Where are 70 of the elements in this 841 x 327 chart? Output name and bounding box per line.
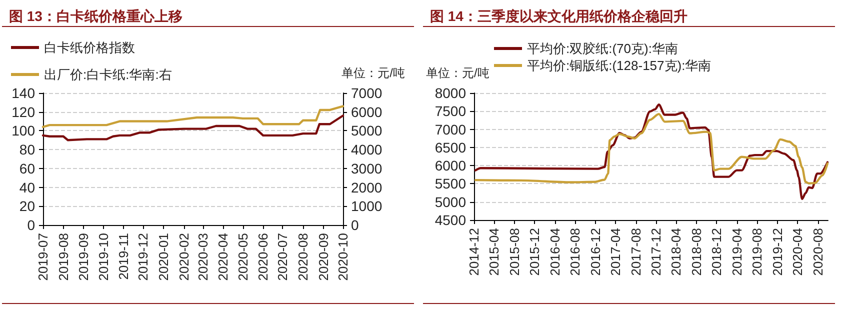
y-tick-label: 140 <box>12 85 36 101</box>
x-tick-label: 2017-12 <box>648 228 664 276</box>
line-series <box>474 104 829 200</box>
y-tick-label: 40 <box>19 179 36 196</box>
x-tick-label: 2020-09 <box>316 233 331 281</box>
x-tick-label: 2020-07 <box>275 233 290 281</box>
x-tick-label: 2019-04 <box>729 228 744 276</box>
y2-tick-label: 4000 <box>351 142 382 158</box>
legend-label: 出厂价:白卡纸:华南:右 <box>44 67 172 82</box>
x-tick-label: 2015-08 <box>506 228 522 276</box>
y-tick-label: 0 <box>27 217 36 233</box>
y-tick-label: 6000 <box>434 158 466 174</box>
x-tick-label: 2020-04 <box>790 228 806 276</box>
x-tick-label: 2020-10 <box>336 233 350 281</box>
y-tick-label: 60 <box>19 160 36 176</box>
x-tick-label: 2019-09 <box>76 233 92 281</box>
x-tick-label: 2020-01 <box>156 233 172 281</box>
x-tick-label: 2019-08 <box>750 228 765 276</box>
x-tick-label: 2020-04 <box>216 233 231 281</box>
x-tick-label: 2015-04 <box>486 228 502 276</box>
x-tick-label: 2015-12 <box>527 228 542 276</box>
y2-tick-label: 0 <box>351 217 359 233</box>
y-tick-label: 8000 <box>434 85 466 101</box>
x-tick-label: 2017-08 <box>628 228 644 276</box>
x-tick-label: 2018-04 <box>668 228 684 276</box>
x-tick-label: 2020-06 <box>256 233 271 281</box>
y2-tick-label: 6000 <box>351 104 382 120</box>
y2-tick-label: 3000 <box>351 160 382 176</box>
y-tick-label: 20 <box>19 198 36 214</box>
x-tick-label: 2016-12 <box>588 228 603 276</box>
x-tick-label: 2019-08 <box>56 233 71 281</box>
legend-label: 平均价:铜版纸:(128-157克):华南 <box>527 58 712 73</box>
chart-title: 图 14：三季度以来文化用纸价格企稳回升 <box>430 8 688 24</box>
x-tick-label: 2020-03 <box>195 233 210 281</box>
y-tick-label: 7500 <box>434 103 466 120</box>
line-series <box>42 114 344 142</box>
y2-tick-label: 7000 <box>351 85 382 101</box>
x-tick-label: 2019-11 <box>116 233 132 280</box>
y-tick-label: 6500 <box>434 139 466 156</box>
y2-axis-title: 单位：元/吨 <box>342 66 405 80</box>
x-tick-label: 2019-07 <box>36 233 50 281</box>
x-tick-label: 2018-12 <box>709 228 724 276</box>
y-tick-label: 7000 <box>434 121 466 138</box>
y-tick-label: 100 <box>12 122 36 139</box>
x-tick-label: 2020-05 <box>235 233 250 281</box>
legend-label: 白卡纸价格指数 <box>44 40 135 55</box>
x-tick-label: 2014-12 <box>466 228 482 276</box>
x-tick-label: 2019-10 <box>96 233 111 281</box>
chart-title: 图 13：白卡纸价格重心上移 <box>9 8 182 24</box>
y-tick-label: 80 <box>19 142 36 158</box>
y2-tick-label: 5000 <box>351 122 382 139</box>
y-axis-title: 单位：元/吨 <box>426 66 490 80</box>
x-tick-label: 2016-08 <box>568 228 583 276</box>
line-series <box>474 112 829 184</box>
y-tick-label: 4500 <box>434 212 466 228</box>
y2-tick-label: 2000 <box>351 179 382 196</box>
y-tick-label: 5500 <box>434 176 466 192</box>
x-tick-label: 2019-12 <box>770 228 785 276</box>
x-tick-label: 2020-02 <box>176 233 192 281</box>
x-tick-label: 2020-08 <box>296 233 311 281</box>
y-tick-label: 5000 <box>434 194 466 210</box>
x-tick-label: 2017-04 <box>608 228 624 276</box>
x-tick-label: 2016-04 <box>547 228 562 276</box>
y-tick-label: 120 <box>12 104 36 120</box>
y2-tick-label: 1000 <box>351 198 382 214</box>
x-tick-label: 2018-08 <box>688 228 704 276</box>
x-tick-label: 2019-12 <box>136 233 151 281</box>
legend-label: 平均价:双胶纸:(70克):华南 <box>527 41 678 56</box>
line-series <box>42 105 344 128</box>
x-tick-label: 2020-08 <box>810 228 826 276</box>
